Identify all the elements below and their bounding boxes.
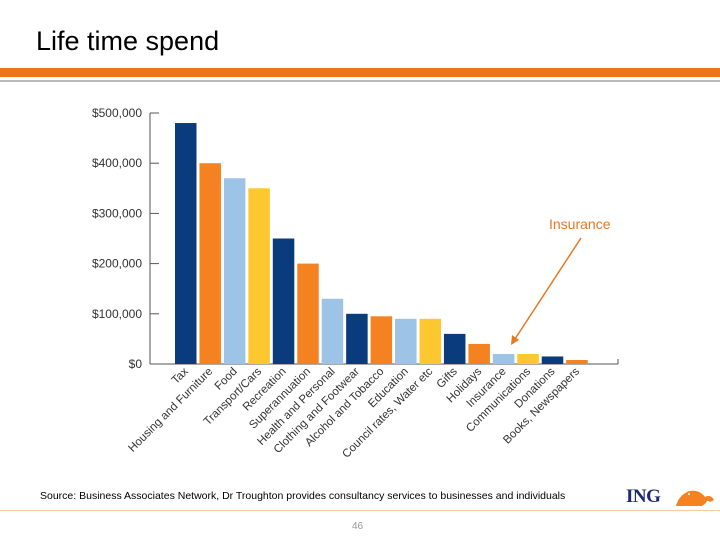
y-tick-label: $300,000	[92, 206, 142, 220]
bar	[272, 238, 295, 364]
annotation-label: Insurance	[549, 216, 611, 232]
source-note: Source: Business Associates Network, Dr …	[40, 490, 566, 502]
y-tick-label: $0	[129, 357, 143, 371]
ing-logo: ING	[626, 484, 716, 510]
annotation-arrowhead	[511, 335, 519, 345]
bar	[346, 313, 368, 364]
bars	[175, 123, 588, 364]
bar-chart: $0 $100,000 $200,000 $300,000 $400,000 $500,0…	[92, 106, 619, 461]
y-tick-label: $500,000	[92, 106, 142, 120]
bar	[468, 343, 490, 364]
bar	[223, 178, 246, 364]
bar	[443, 333, 466, 364]
bar	[370, 316, 393, 364]
bar	[566, 359, 588, 364]
header-orange-rule	[0, 68, 720, 77]
bar	[248, 188, 270, 364]
annotation-arrow	[512, 237, 582, 343]
bar	[175, 123, 197, 364]
page-number: 46	[352, 521, 364, 532]
footer-rule	[0, 510, 720, 511]
bar	[541, 356, 564, 364]
bar	[395, 318, 417, 364]
logo-wordmark: ING	[626, 486, 661, 507]
bar	[297, 263, 319, 364]
header-gray-rule	[0, 80, 720, 82]
y-tick-label: $200,000	[92, 257, 142, 271]
bar	[492, 353, 515, 364]
slide-title: Life time spend	[36, 26, 220, 56]
lion-icon	[676, 490, 714, 506]
bar	[419, 318, 441, 364]
y-tick-label: $100,000	[92, 307, 142, 321]
y-tick-label: $400,000	[92, 156, 142, 170]
bar	[321, 298, 344, 364]
bar	[199, 163, 221, 364]
bar	[517, 353, 539, 364]
